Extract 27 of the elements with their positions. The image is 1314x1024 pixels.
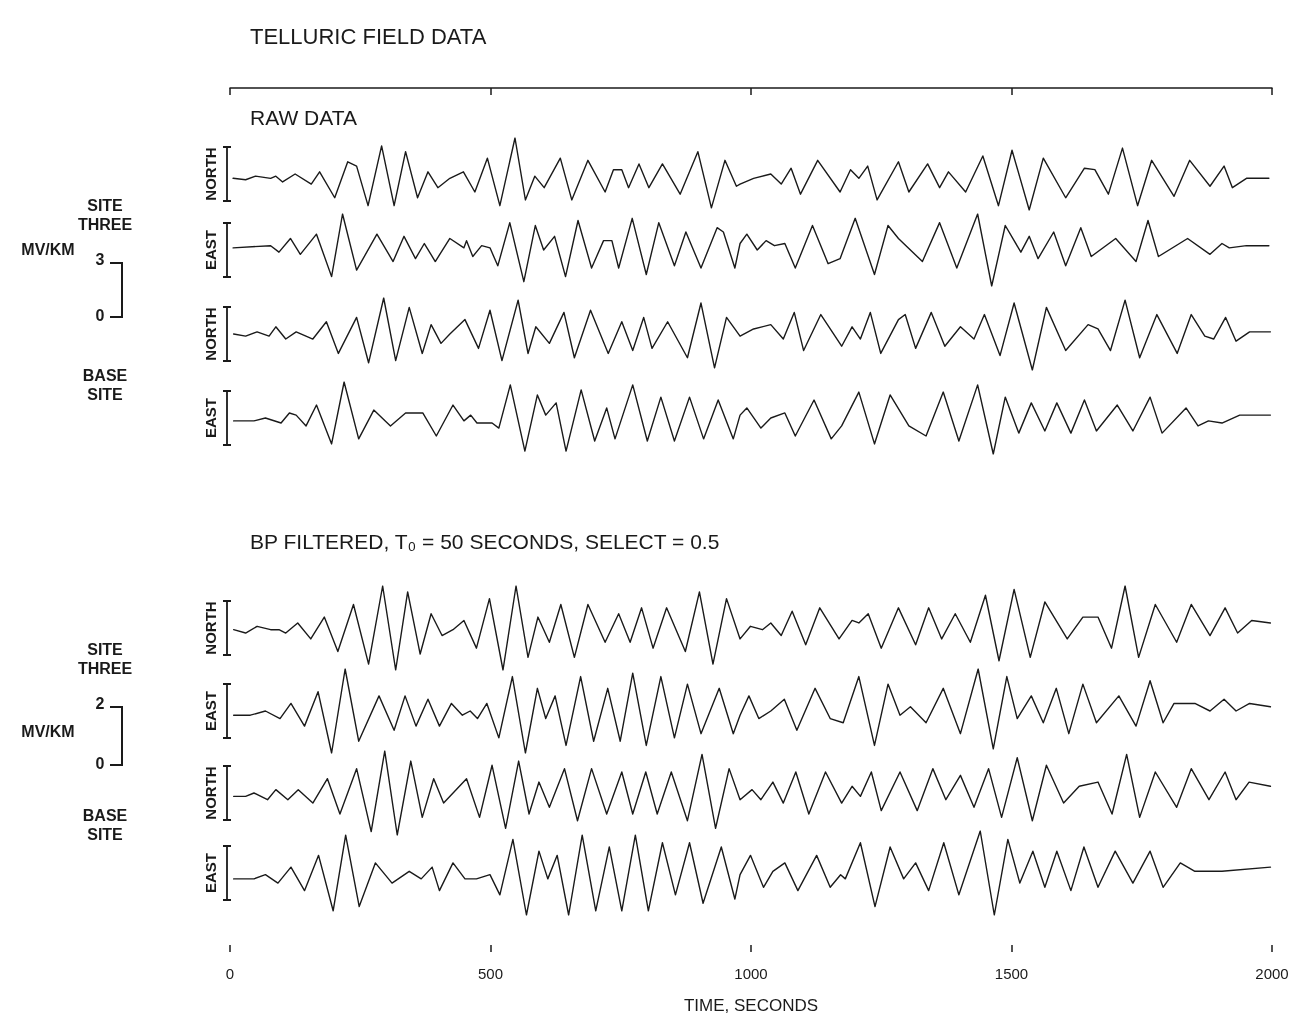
text: 2 — [94, 694, 106, 713]
y-axis-title: NORTH — [201, 766, 219, 820]
text: MV/KM — [20, 240, 76, 259]
text: BASE SITE — [81, 366, 129, 404]
y-axis-title: EAST — [201, 852, 219, 894]
y-axis-title: NORTH — [201, 147, 219, 201]
y-axis-title: NORTH — [201, 601, 219, 655]
x-tick-label: 2000 — [1255, 965, 1289, 982]
text: 3 — [94, 250, 106, 269]
text: SITE THREE — [76, 196, 134, 234]
x-tick-label: 500 — [477, 965, 504, 982]
chart-subtitle: BP FILTERED, T₀ = 50 SECONDS, SELECT = 0.5 — [250, 530, 720, 553]
text: 0 — [94, 306, 106, 325]
chart-subtitle: RAW DATA — [250, 106, 357, 129]
x-axis-title: TIME, SECONDS — [683, 996, 819, 1015]
y-axis-title: EAST — [201, 229, 219, 271]
text: BASE SITE — [81, 806, 129, 844]
y-axis-title: EAST — [201, 690, 219, 732]
chart-title: TELLURIC FIELD DATA — [250, 23, 487, 49]
x-tick-label: 0 — [225, 965, 235, 982]
y-axis-title: NORTH — [201, 307, 219, 361]
x-tick-label: 1000 — [734, 965, 768, 982]
x-tick-label: 1500 — [994, 965, 1029, 982]
text: MV/KM — [20, 722, 76, 741]
text: SITE THREE — [76, 640, 134, 678]
text: 0 — [94, 754, 106, 773]
y-axis-title: EAST — [201, 397, 219, 439]
